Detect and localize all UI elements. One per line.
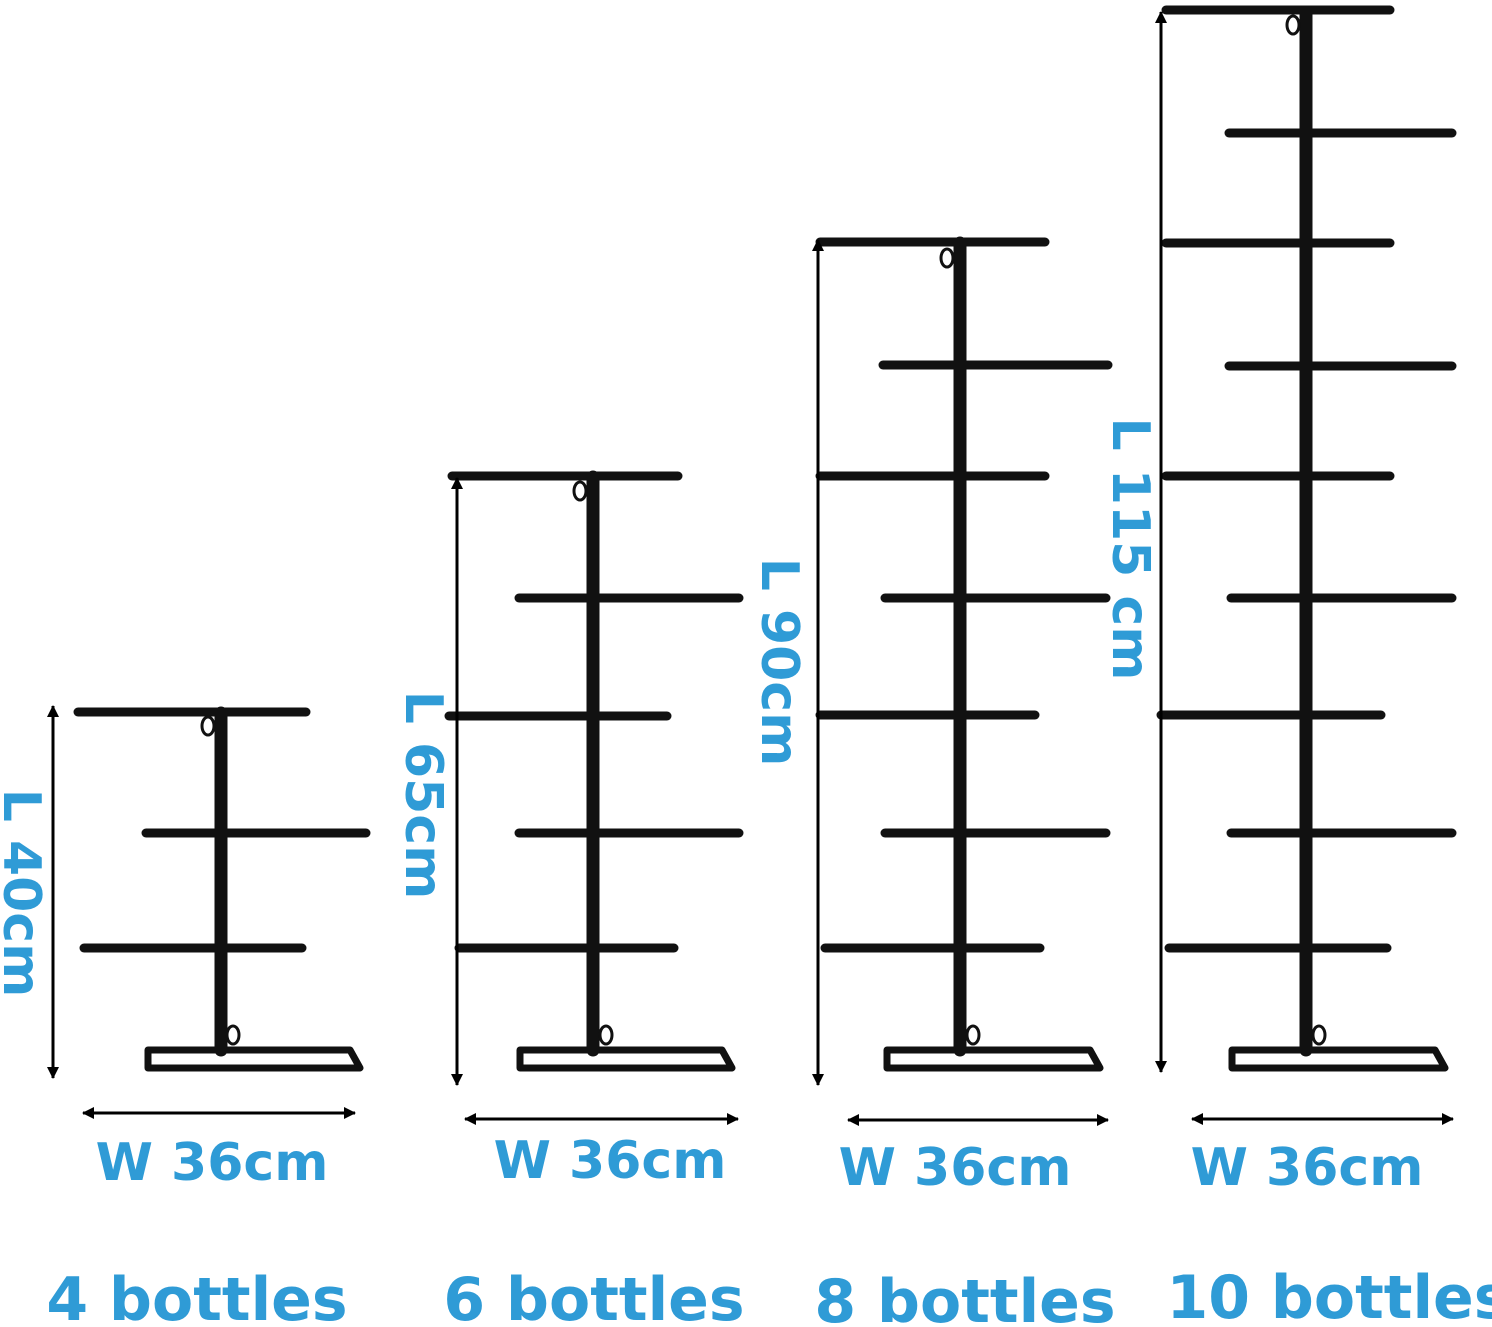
rack-8-bottles: L 90cm W 36cm 8 bottles (749, 236, 1116, 1327)
rack-4-base (144, 1046, 364, 1072)
rack-8-hook-top (939, 247, 955, 269)
rack-6-length-label: L 65cm (393, 691, 453, 900)
rack-8-hook-bottom (965, 1024, 981, 1046)
rack-10-base (1228, 1046, 1449, 1072)
rack-10-count-label: 10 bottles (1167, 1263, 1492, 1327)
rack-4-frame (73, 706, 371, 1072)
rack-6-width-label: W 36cm (494, 1131, 727, 1191)
rack-6-hook-bottom (598, 1024, 614, 1046)
rack-8-base (883, 1046, 1104, 1072)
rack-6-bottles: L 65cm W 36cm 6 bottles (393, 470, 745, 1327)
rack-4-count-label: 4 bottles (46, 1265, 347, 1327)
rack-10-length-label: L 115 cm (1100, 418, 1160, 681)
rack-4-width-label: W 36cm (96, 1133, 329, 1193)
rack-10-frame (1156, 5, 1457, 1072)
rack-6-frame (444, 470, 744, 1072)
rack-10-width-label: W 36cm (1191, 1138, 1424, 1198)
rack-10-bottles: L 115 cm W 36cm 10 bottles (1100, 5, 1492, 1327)
rack-10-hook-top (1285, 14, 1301, 36)
rack-10-hook-bottom (1311, 1024, 1327, 1046)
rack-8-width-label: W 36cm (839, 1138, 1072, 1198)
rack-6-hook-top (572, 480, 588, 502)
rack-4-hook-top (200, 715, 216, 737)
rack-8-count-label: 8 bottles (814, 1267, 1115, 1327)
rack-4-length-label: L 40cm (0, 789, 51, 998)
rack-6-count-label: 6 bottles (443, 1265, 744, 1327)
rack-4-hook-bottom (225, 1024, 241, 1046)
rack-8-length-label: L 90cm (749, 558, 809, 767)
rack-6-base (516, 1046, 736, 1072)
rack-8-frame (815, 236, 1113, 1072)
rack-4-bottles: L 40cm W 36cm 4 bottles (0, 705, 371, 1327)
